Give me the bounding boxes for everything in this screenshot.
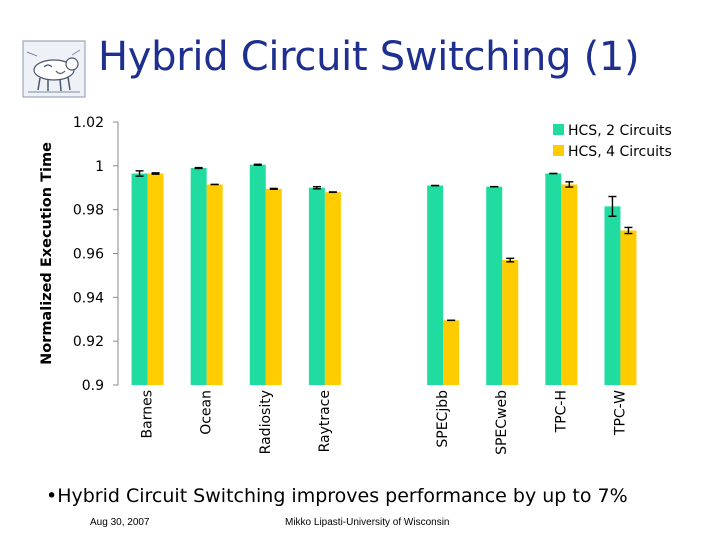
bar-hcs4 (324, 192, 341, 385)
legend-label: HCS, 4 Circuits (568, 144, 672, 160)
y-axis-title: Normalized Execution Time (39, 142, 55, 365)
bar-hcs4 (620, 230, 637, 385)
legend-swatch (553, 124, 564, 135)
y-tick-label: 0.94 (73, 290, 104, 306)
bar-hcs4 (443, 320, 460, 385)
bar-hcs4 (147, 173, 164, 385)
bullet-point: •Hybrid Circuit Switching improves perfo… (46, 485, 628, 507)
bar-hcs2 (545, 173, 562, 385)
y-tick-label: 1.02 (73, 115, 104, 131)
bar-hcs4 (561, 184, 578, 385)
x-category-label: Barnes (140, 390, 156, 438)
bar-hcs2 (308, 187, 325, 385)
x-category-label: SPECweb (494, 390, 510, 455)
x-category-label: TPC-W (612, 390, 628, 436)
bar-hcs2 (486, 186, 503, 385)
y-tick-label: 1 (95, 159, 104, 175)
bar-hcs2 (427, 185, 444, 385)
y-tick-label: 0.92 (73, 334, 104, 350)
x-category-label: SPECjbb (435, 390, 451, 448)
legend-swatch (553, 145, 564, 156)
bar-hcs2 (249, 164, 266, 385)
legend-label: HCS, 2 Circuits (568, 123, 672, 139)
bar-hcs2 (190, 168, 207, 385)
x-category-label: Ocean (199, 390, 215, 435)
x-category-label: Raytrace (317, 390, 333, 452)
bar-hcs4 (265, 188, 282, 385)
cow-logo-icon (22, 40, 86, 98)
x-category-label: TPC-H (553, 390, 569, 433)
y-tick-label: 0.9 (82, 378, 104, 394)
bar-hcs2 (131, 173, 148, 385)
bar-chart: Normalized Execution Time 0.9 0.92 0.94 0.9… (39, 115, 672, 455)
bar-hcs4 (502, 260, 519, 385)
slide-title: Hybrid Circuit Switching (1) (98, 34, 640, 80)
y-tick-label: 0.98 (73, 203, 104, 219)
bar-hcs2 (604, 206, 621, 385)
bar-hcs4 (206, 184, 223, 385)
x-category-label: Radiosity (258, 390, 274, 454)
y-tick-label: 0.96 (73, 247, 104, 263)
footer-author: Mikko Lipasti-University of Wisconsin (285, 517, 450, 528)
footer-date: Aug 30, 2007 (90, 517, 150, 528)
